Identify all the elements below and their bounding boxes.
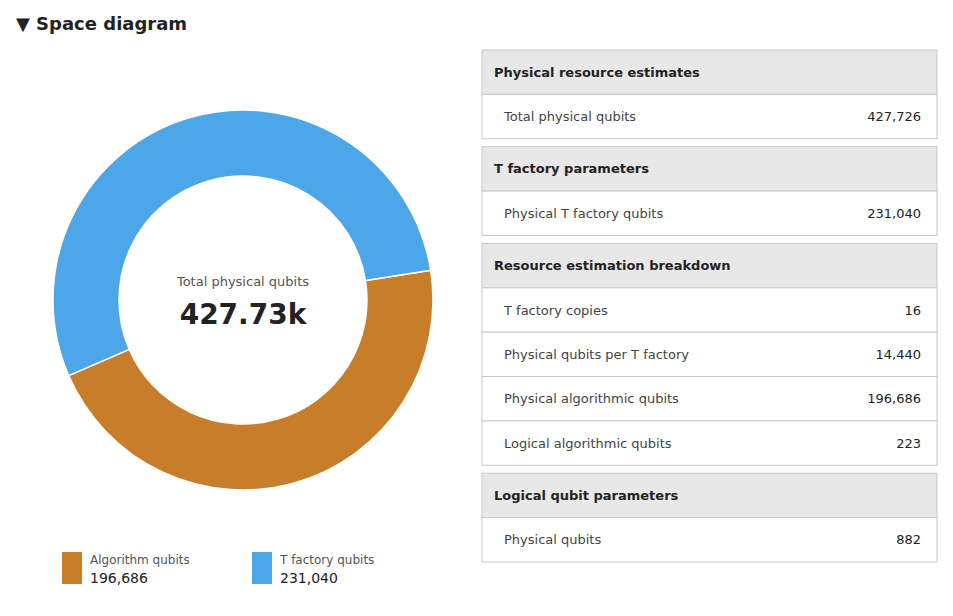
table-row-cell — [482, 332, 937, 376]
legend-label: Algorithm qubits — [90, 553, 190, 567]
table-header: T factory parameters — [494, 161, 649, 176]
table-row-cell — [482, 94, 937, 138]
legend-label: T factory qubits — [279, 553, 374, 567]
title: ▼ Space diagram — [16, 13, 187, 34]
table-header: Logical qubit parameters — [494, 488, 679, 503]
table-row-cell — [482, 288, 937, 332]
table-row-label: Logical algorithmic qubits — [504, 436, 672, 451]
table-row-label: Physical T factory qubits — [504, 206, 663, 221]
table-row-value: 882 — [896, 532, 921, 547]
table-header: Resource estimation breakdown — [494, 258, 731, 273]
table-row-label: Physical qubits — [504, 532, 601, 547]
center-value: 427.73k — [180, 298, 308, 331]
legend-swatch — [62, 552, 82, 584]
table-row-value: 14,440 — [876, 347, 922, 362]
table-header-cell — [482, 50, 937, 94]
chart-root: ▼ Space diagram Total physical qubits 427.… — [0, 0, 953, 616]
legend-value: 196,686 — [90, 570, 148, 586]
center-label: Total physical qubits — [176, 274, 309, 289]
table-row-value: 223 — [896, 436, 921, 451]
table-row-label: Physical qubits per T factory — [504, 347, 689, 362]
table-header-cell — [482, 473, 937, 517]
table-row-label: T factory copies — [503, 303, 608, 318]
table-header: Physical resource estimates — [494, 65, 700, 80]
legend: Algorithm qubits 196,686 T factory qubits 2… — [62, 552, 374, 586]
table: Physical resource estimates Total physica… — [482, 50, 937, 562]
table-row-cell — [482, 191, 937, 235]
table-row-cell — [482, 421, 937, 465]
table-row-cell — [482, 377, 937, 421]
table-row-value: 196,686 — [867, 391, 921, 406]
table-row-cell — [482, 518, 937, 562]
table-row-value: 427,726 — [867, 109, 921, 124]
table-header-cell — [482, 147, 937, 191]
legend-swatch — [252, 552, 272, 584]
legend-value: 231,040 — [280, 570, 338, 586]
donut-slice — [69, 270, 433, 490]
table-row-value: 16 — [904, 303, 921, 318]
table-header-cell — [482, 243, 937, 287]
table-row-value: 231,040 — [867, 206, 921, 221]
table-row-label: Physical algorithmic qubits — [504, 391, 679, 406]
donut-slice — [53, 110, 431, 376]
table-row-label: Total physical qubits — [503, 109, 636, 124]
donut — [53, 110, 433, 490]
